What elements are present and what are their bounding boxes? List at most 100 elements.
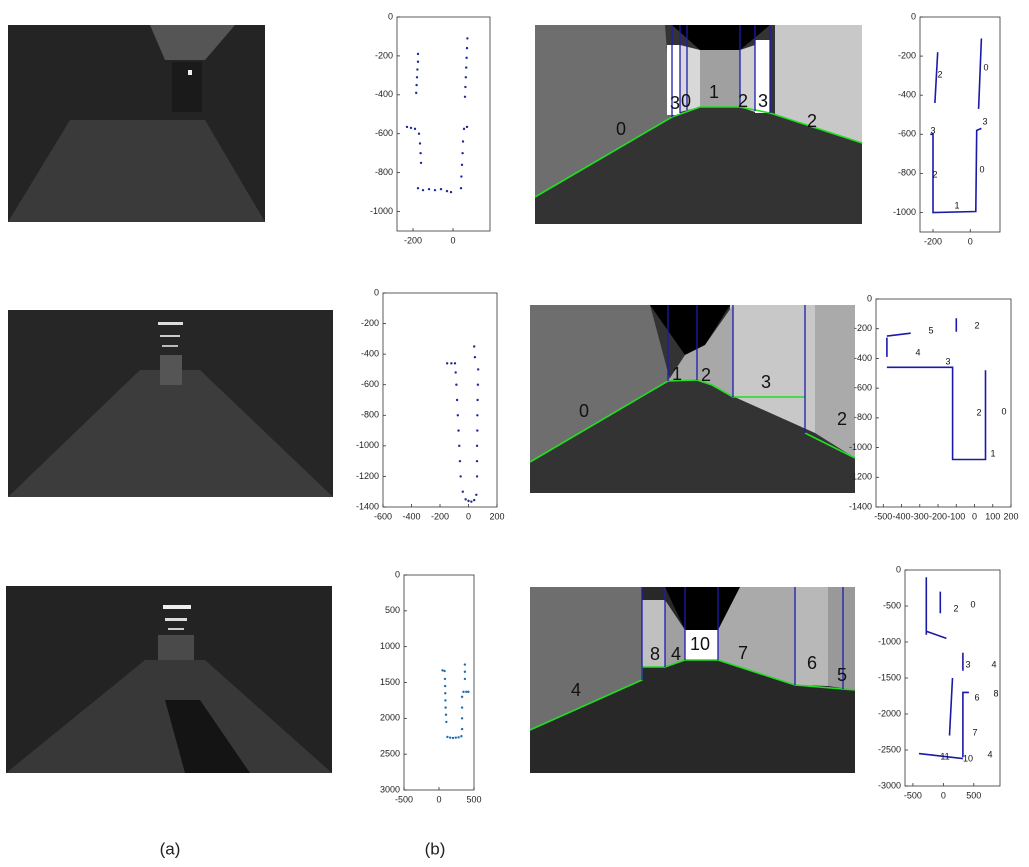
point [462, 140, 464, 142]
wall-label: 3 [758, 91, 768, 111]
point [422, 189, 424, 191]
point [444, 706, 446, 708]
point [416, 68, 418, 70]
segment-label: 10 [963, 753, 973, 763]
caption: (b) [425, 839, 446, 858]
y-tick-label: -1200 [849, 472, 872, 482]
chart: 0-500-1000-1500-2000-2500-3000-500050020… [878, 564, 1000, 800]
point [464, 671, 466, 673]
point [457, 429, 459, 431]
y-tick-label: -200 [361, 318, 379, 328]
point [463, 128, 465, 130]
point [454, 371, 456, 373]
x-tick-label: -400 [893, 511, 911, 521]
point [444, 699, 446, 701]
segment-label: 4 [987, 749, 992, 759]
point [410, 127, 412, 129]
point [470, 500, 472, 502]
y-tick-label: 0 [867, 293, 872, 303]
point [462, 491, 464, 493]
chart: 0-200-400-600-800-1000-20002033201 [893, 11, 1000, 246]
wall-label: 1 [709, 82, 719, 102]
x-tick-label: 200 [489, 511, 504, 521]
point [417, 61, 419, 63]
wall-label: 10 [690, 634, 710, 654]
x-tick-label: -200 [431, 511, 449, 521]
wall-label: 8 [650, 644, 660, 664]
wall-label: 6 [807, 653, 817, 673]
y-tick-label: -800 [361, 410, 379, 420]
point [476, 399, 478, 401]
x-tick-label: 500 [466, 794, 481, 804]
wall-label: 0 [681, 91, 691, 111]
axes-frame [383, 293, 497, 507]
point [460, 175, 462, 177]
axes-frame [397, 17, 490, 231]
y-tick-label: 0 [388, 11, 393, 21]
y-tick-label: -1200 [356, 471, 379, 481]
point [474, 356, 476, 358]
photo [8, 310, 333, 497]
point [467, 691, 469, 693]
photo [6, 586, 332, 773]
point [441, 669, 443, 671]
y-tick-label: -600 [898, 129, 916, 139]
point [419, 152, 421, 154]
x-tick-label: 0 [972, 511, 977, 521]
segment-label: 4 [915, 347, 920, 357]
x-tick-label: -500 [904, 790, 922, 800]
wall-label: 0 [616, 119, 626, 139]
wall-label: 2 [701, 365, 711, 385]
wall-label: 3 [670, 93, 680, 113]
y-tick-label: -800 [898, 168, 916, 178]
y-tick-label: -400 [898, 90, 916, 100]
x-tick-label: -500 [395, 794, 413, 804]
photo [8, 25, 265, 222]
point [454, 362, 456, 364]
y-tick-label: -600 [854, 383, 872, 393]
point [465, 76, 467, 78]
point [445, 714, 447, 716]
figure: (a) (b) 030123201232484107650-200-400-60… [0, 0, 1029, 867]
y-tick-label: 0 [911, 11, 916, 21]
point [465, 66, 467, 68]
x-tick-label: 0 [450, 235, 455, 245]
y-tick-label: -800 [854, 412, 872, 422]
y-tick-label: 1500 [380, 677, 400, 687]
point [450, 191, 452, 193]
segment-label: 0 [979, 164, 984, 174]
point [466, 47, 468, 49]
point [452, 737, 454, 739]
y-tick-label: 2500 [380, 749, 400, 759]
y-tick-label: -600 [361, 379, 379, 389]
wall-label: 1 [672, 364, 682, 384]
point [443, 670, 445, 672]
y-tick-label: -400 [361, 349, 379, 359]
point [418, 133, 420, 135]
point [464, 663, 466, 665]
segment-label: 2 [953, 603, 958, 613]
point [406, 126, 408, 128]
y-tick-label: -3000 [878, 780, 901, 790]
y-tick-label: -200 [375, 50, 393, 60]
y-tick-label: -800 [375, 167, 393, 177]
segment-label: 1 [990, 448, 995, 458]
y-tick-label: -1000 [370, 206, 393, 216]
y-tick-label: -400 [854, 353, 872, 363]
point [465, 691, 467, 693]
y-tick-label: -1000 [893, 207, 916, 217]
point [464, 96, 466, 98]
x-tick-label: -500 [874, 511, 892, 521]
point [434, 189, 436, 191]
y-tick-label: -500 [883, 600, 901, 610]
segment-label: 2 [937, 69, 942, 79]
x-tick-label: -300 [911, 511, 929, 521]
point [446, 190, 448, 192]
x-tick-label: -200 [929, 511, 947, 521]
point [417, 187, 419, 189]
point [416, 76, 418, 78]
point [461, 728, 463, 730]
wall-label: 5 [837, 665, 847, 685]
y-tick-label: 500 [385, 605, 400, 615]
